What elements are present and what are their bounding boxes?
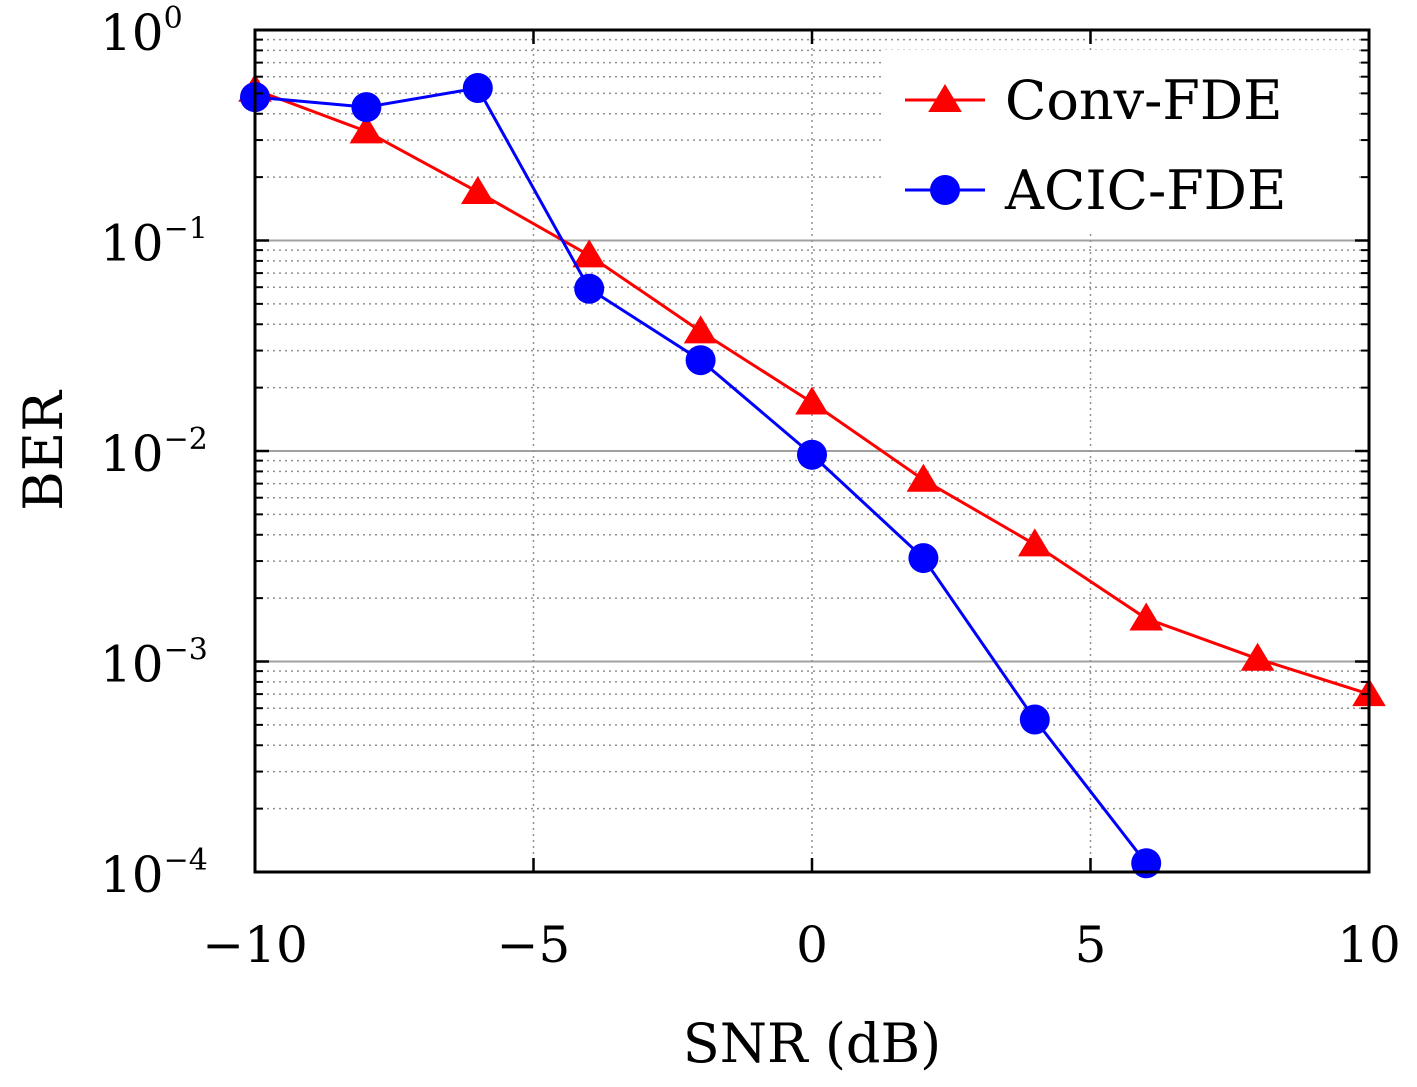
x-tick-label: −10: [202, 916, 308, 974]
marker-conv-fde: [572, 239, 606, 268]
marker-conv-fde: [349, 115, 384, 144]
legend-item-conv-fde: Conv-FDE: [905, 69, 1283, 132]
tick-layer: [253, 28, 1371, 874]
marker-acic-fde: [930, 175, 960, 205]
x-axis-title: SNR (dB): [683, 1012, 941, 1075]
y-tick-label: 100: [100, 1, 183, 62]
x-tick-label: 10: [1337, 916, 1401, 974]
marker-acic-fde: [685, 345, 716, 376]
marker-acic-fde: [351, 92, 382, 123]
y-tick-label: 10−2: [100, 422, 208, 483]
x-tick-label: 0: [796, 916, 828, 974]
marker-acic-fde: [1019, 704, 1050, 735]
marker-conv-fde: [461, 175, 495, 204]
legend-label: Conv-FDE: [1005, 69, 1283, 132]
marker-conv-fde: [795, 386, 829, 415]
legend-label: ACIC-FDE: [1004, 159, 1286, 222]
marker-conv-fde: [1240, 642, 1275, 671]
legend-box: [885, 50, 1355, 230]
marker-acic-fde: [462, 73, 493, 104]
y-tick-label: 10−3: [100, 633, 208, 694]
marker-acic-fde: [797, 439, 827, 470]
series-acic-fde: [240, 73, 1162, 879]
x-tick-label: −5: [497, 916, 571, 974]
y-tick-label: 10−4: [100, 843, 208, 904]
legend-item-acic-fde: ACIC-FDE: [905, 159, 1286, 222]
marker-conv-fde: [683, 315, 718, 344]
marker-acic-fde: [574, 273, 605, 304]
y-tick-label: 10−1: [100, 212, 208, 273]
x-tick-label: 5: [1075, 916, 1107, 974]
y-axis-title: BER: [12, 390, 75, 511]
marker-acic-fde: [908, 543, 939, 574]
marker-conv-fde: [1018, 528, 1052, 557]
label-layer: −10 −5 0 5 10 100 10−1 10−2 10−3 10−4: [100, 1, 1401, 974]
marker-acic-fde: [1131, 848, 1162, 879]
marker-conv-fde: [1129, 602, 1163, 631]
legend: Conv-FDE ACIC-FDE: [885, 50, 1355, 230]
marker-conv-fde: [906, 463, 941, 492]
marker-conv-fde: [928, 84, 962, 112]
